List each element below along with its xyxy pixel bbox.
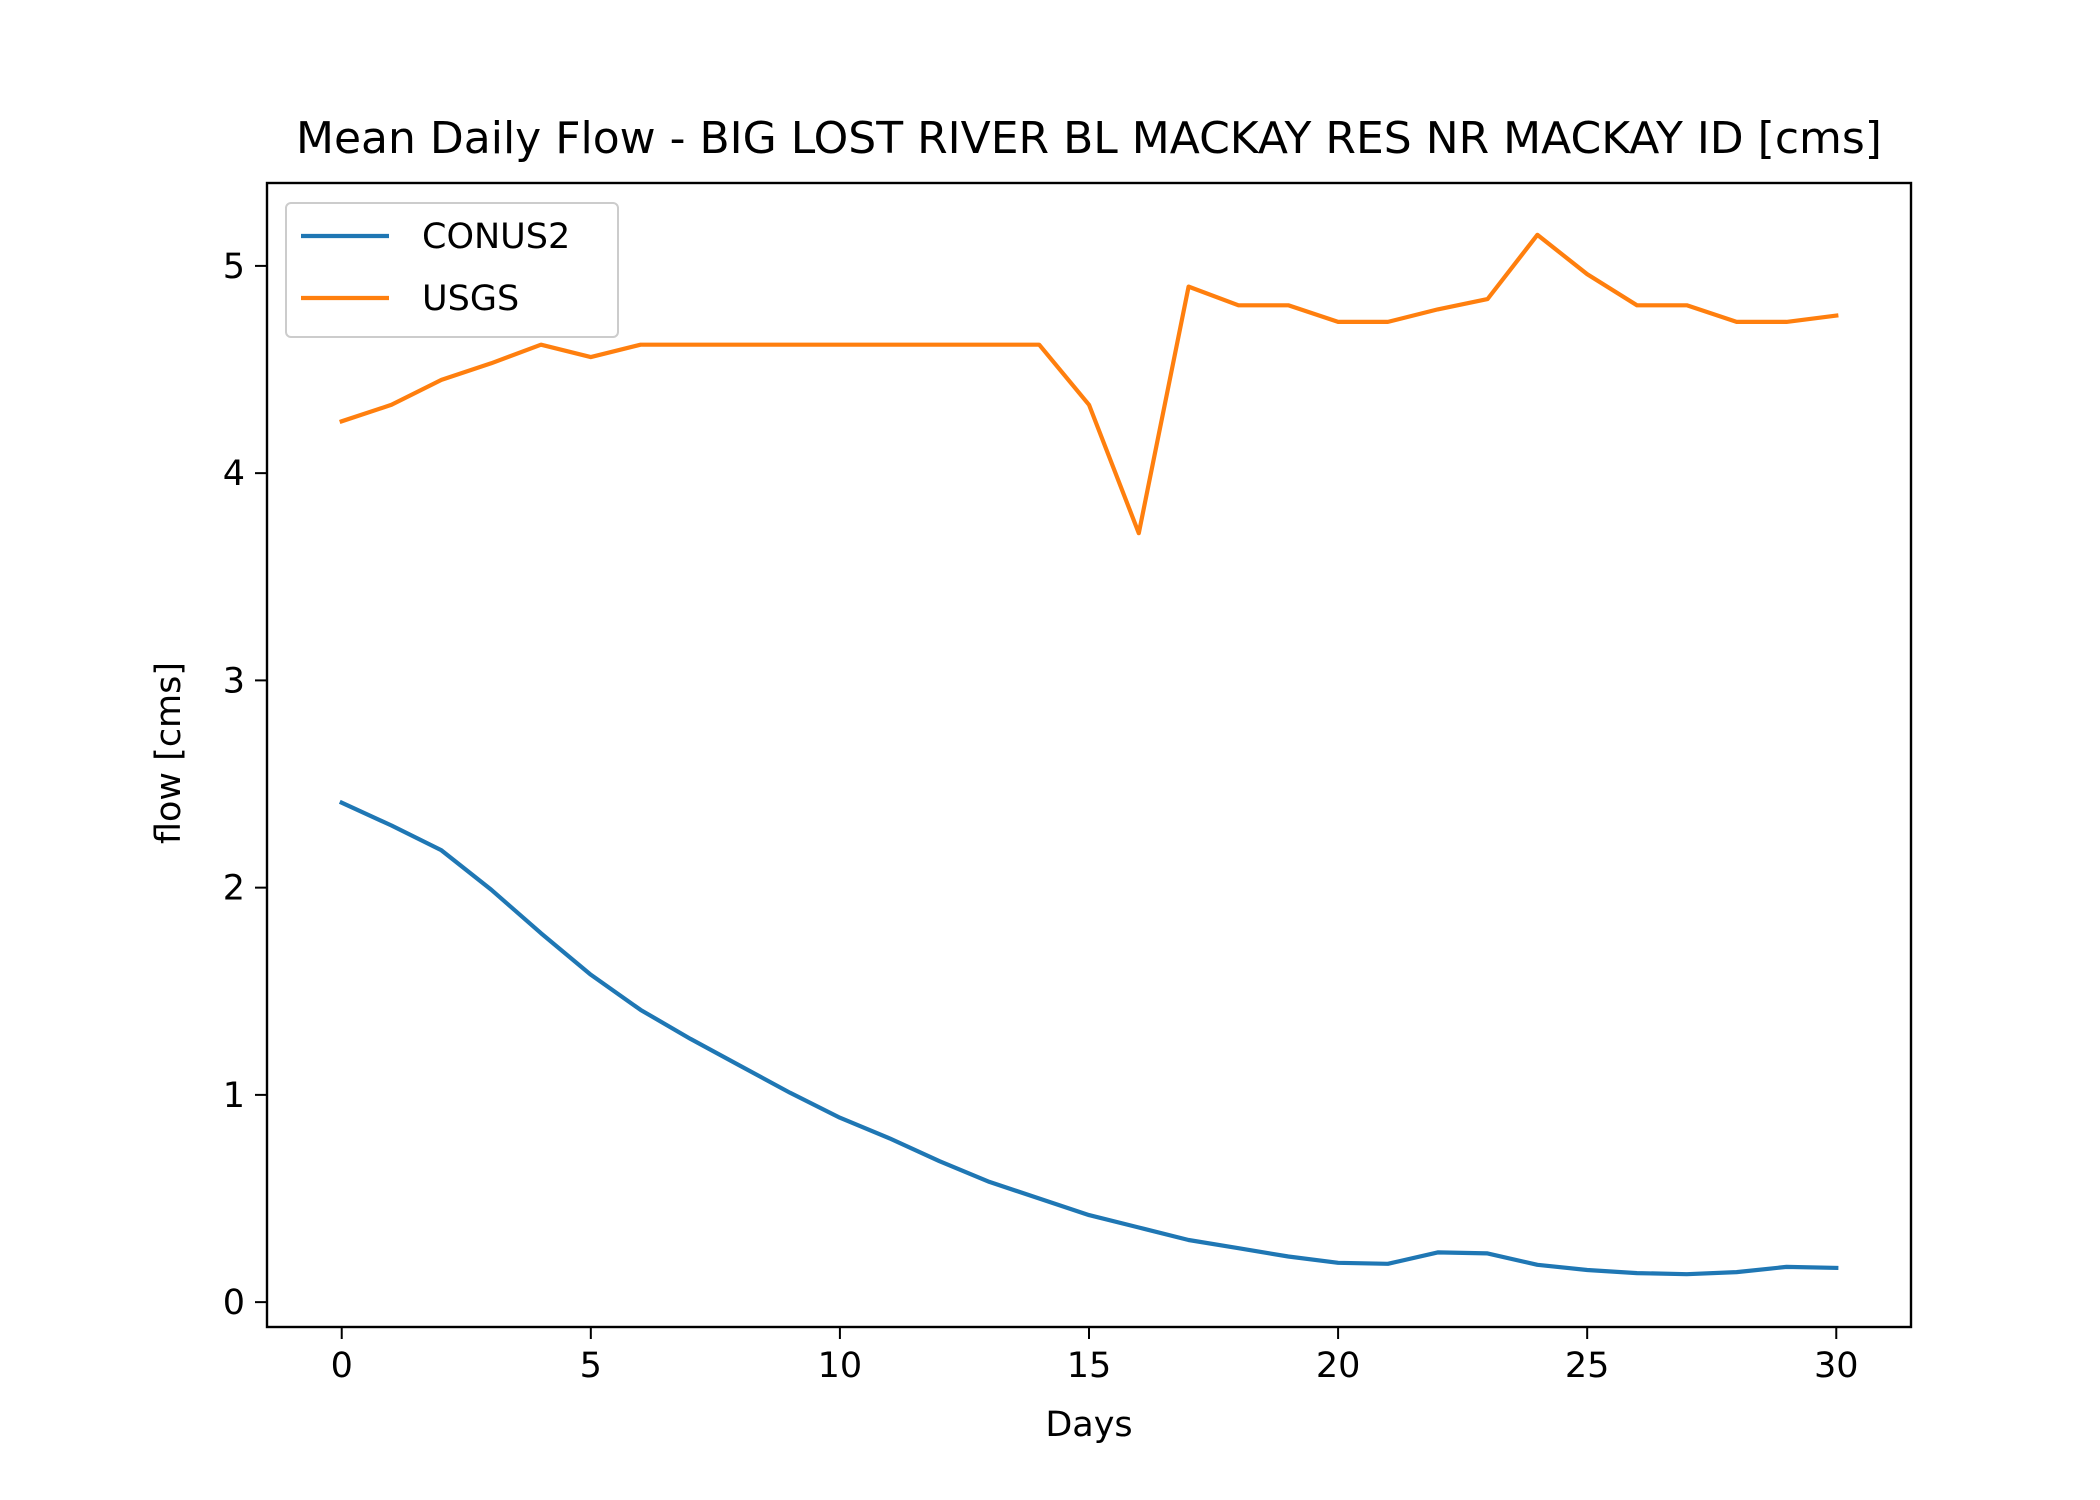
x-tick-label: 0 [331, 1346, 353, 1386]
series-line-usgs [339, 232, 1839, 536]
y-tick-label: 1 [223, 1076, 245, 1116]
y-axis: 0 1 2 3 4 5 [223, 247, 267, 1323]
y-tick-label: 5 [223, 247, 245, 287]
y-axis-label: flow [cms] [149, 662, 189, 844]
x-tick-label: 10 [818, 1346, 863, 1386]
x-tick-label: 25 [1565, 1346, 1610, 1386]
legend: CONUS2 USGS [285, 202, 619, 338]
chart-title: Mean Daily Flow - BIG LOST RIVER BL MACK… [296, 113, 1882, 164]
x-tick-label: 20 [1316, 1346, 1361, 1386]
y-tick-label: 2 [223, 869, 245, 909]
x-tick-label: 15 [1067, 1346, 1112, 1386]
y-tick-label: 3 [223, 661, 245, 701]
series-line-conus2 [338, 799, 1839, 1277]
x-axis-label: Days [1045, 1405, 1132, 1445]
x-axis: 0 5 10 15 20 25 30 [331, 1327, 1859, 1386]
series-layer [338, 232, 1839, 1277]
x-tick-label: 30 [1814, 1346, 1859, 1386]
y-tick-label: 0 [223, 1283, 245, 1323]
legend-label-usgs: USGS [422, 279, 519, 319]
x-tick-label: 5 [580, 1346, 602, 1386]
legend-label-conus2: CONUS2 [422, 217, 570, 257]
y-tick-label: 4 [223, 454, 245, 494]
